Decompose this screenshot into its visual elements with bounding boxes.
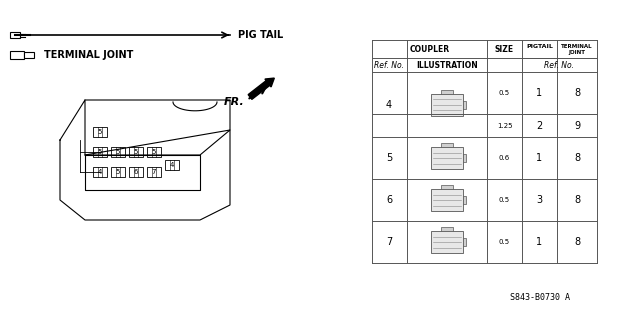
Text: 5: 5 [116,149,120,155]
Bar [463,100,466,108]
Text: 4: 4 [98,169,102,175]
Text: 0.5: 0.5 [499,197,510,203]
Text: FR.: FR. [224,97,245,107]
Text: PIG TAIL: PIG TAIL [238,30,284,40]
Text: ILLUSTRATION: ILLUSTRATION [416,60,478,69]
Bar [93,127,107,137]
Text: 1: 1 [536,88,543,98]
Text: 4: 4 [170,162,174,168]
Text: 1: 1 [536,153,543,163]
Bar [147,147,161,157]
Text: COUPLER: COUPLER [410,44,449,53]
Text: 5: 5 [152,149,156,155]
Bar [111,167,125,177]
Bar [431,93,463,116]
Bar [431,147,463,169]
Text: TERMINAL JOINT: TERMINAL JOINT [44,50,133,60]
Text: 0.5: 0.5 [499,239,510,245]
Text: 5: 5 [134,149,138,155]
Text: 5: 5 [116,169,120,175]
Text: 7: 7 [386,237,392,247]
Text: S843-B0730 A: S843-B0730 A [510,293,570,302]
Text: 9: 9 [574,121,580,131]
FancyArrow shape [248,78,275,100]
Text: 3: 3 [536,195,543,205]
Bar [10,32,20,38]
Text: 0.6: 0.6 [499,155,510,161]
Text: 6: 6 [134,169,138,175]
Bar [441,143,453,147]
Bar [441,90,453,93]
Text: Ref. No.: Ref. No. [545,60,575,69]
Text: 4: 4 [386,100,392,109]
Text: SIZE: SIZE [495,44,514,53]
Text: 8: 8 [574,237,580,247]
Bar [463,196,466,204]
Bar [463,238,466,246]
Text: 5: 5 [386,153,392,163]
Bar [129,147,143,157]
Bar [431,189,463,211]
Text: 8: 8 [574,153,580,163]
Bar [10,51,24,59]
Text: 0.5: 0.5 [499,90,510,96]
Bar [93,147,107,157]
Text: PIGTAIL: PIGTAIL [526,44,553,49]
Text: Ref. No.: Ref. No. [374,60,404,69]
Bar [431,231,463,253]
Text: 2: 2 [536,121,543,131]
Text: 6: 6 [386,195,392,205]
Bar [93,167,107,177]
Bar [147,167,161,177]
Text: 1: 1 [536,237,543,247]
Bar [24,52,34,58]
Text: 5: 5 [98,149,102,155]
Text: 5: 5 [98,129,102,135]
Bar [111,147,125,157]
Bar [463,154,466,162]
Text: TERMINAL: TERMINAL [561,44,593,49]
Text: 8: 8 [574,195,580,205]
Bar [165,160,179,170]
Text: 8: 8 [574,88,580,98]
Text: 1.25: 1.25 [497,123,512,129]
Bar [441,227,453,231]
Text: 7: 7 [152,169,156,175]
Bar [441,185,453,189]
Bar [129,167,143,177]
Text: JOINT: JOINT [568,50,586,54]
